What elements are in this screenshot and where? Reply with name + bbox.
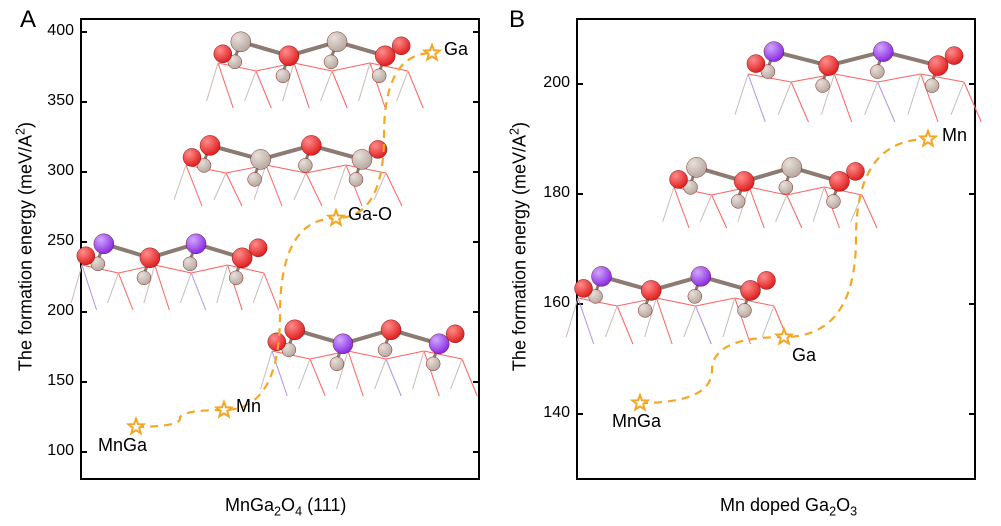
ytick-label: 400 <box>36 22 74 40</box>
ytick-label: 300 <box>36 162 74 180</box>
ytick-label: 140 <box>532 404 570 422</box>
ytick-label: 200 <box>36 302 74 320</box>
ytick-label: 350 <box>36 92 74 110</box>
data-point-label: Mn <box>942 125 967 146</box>
ytick-label: 200 <box>532 74 570 92</box>
data-point-label: MnGa <box>98 435 147 456</box>
ytick-label: 160 <box>532 294 570 312</box>
data-point-label: Ga-O <box>348 204 392 225</box>
figure-container: A The formation energy (meV/A2) MnGa2O4 … <box>0 0 1001 526</box>
data-point-label: Ga <box>792 345 816 366</box>
ytick-label: 180 <box>532 184 570 202</box>
panel-b-svg <box>0 0 1001 526</box>
data-point-label: Ga <box>444 39 468 60</box>
data-point-label: Mn <box>236 396 261 417</box>
data-point-label: MnGa <box>612 411 661 432</box>
ytick-label: 250 <box>36 232 74 250</box>
ytick-label: 150 <box>36 372 74 390</box>
ytick-label: 100 <box>36 442 74 460</box>
